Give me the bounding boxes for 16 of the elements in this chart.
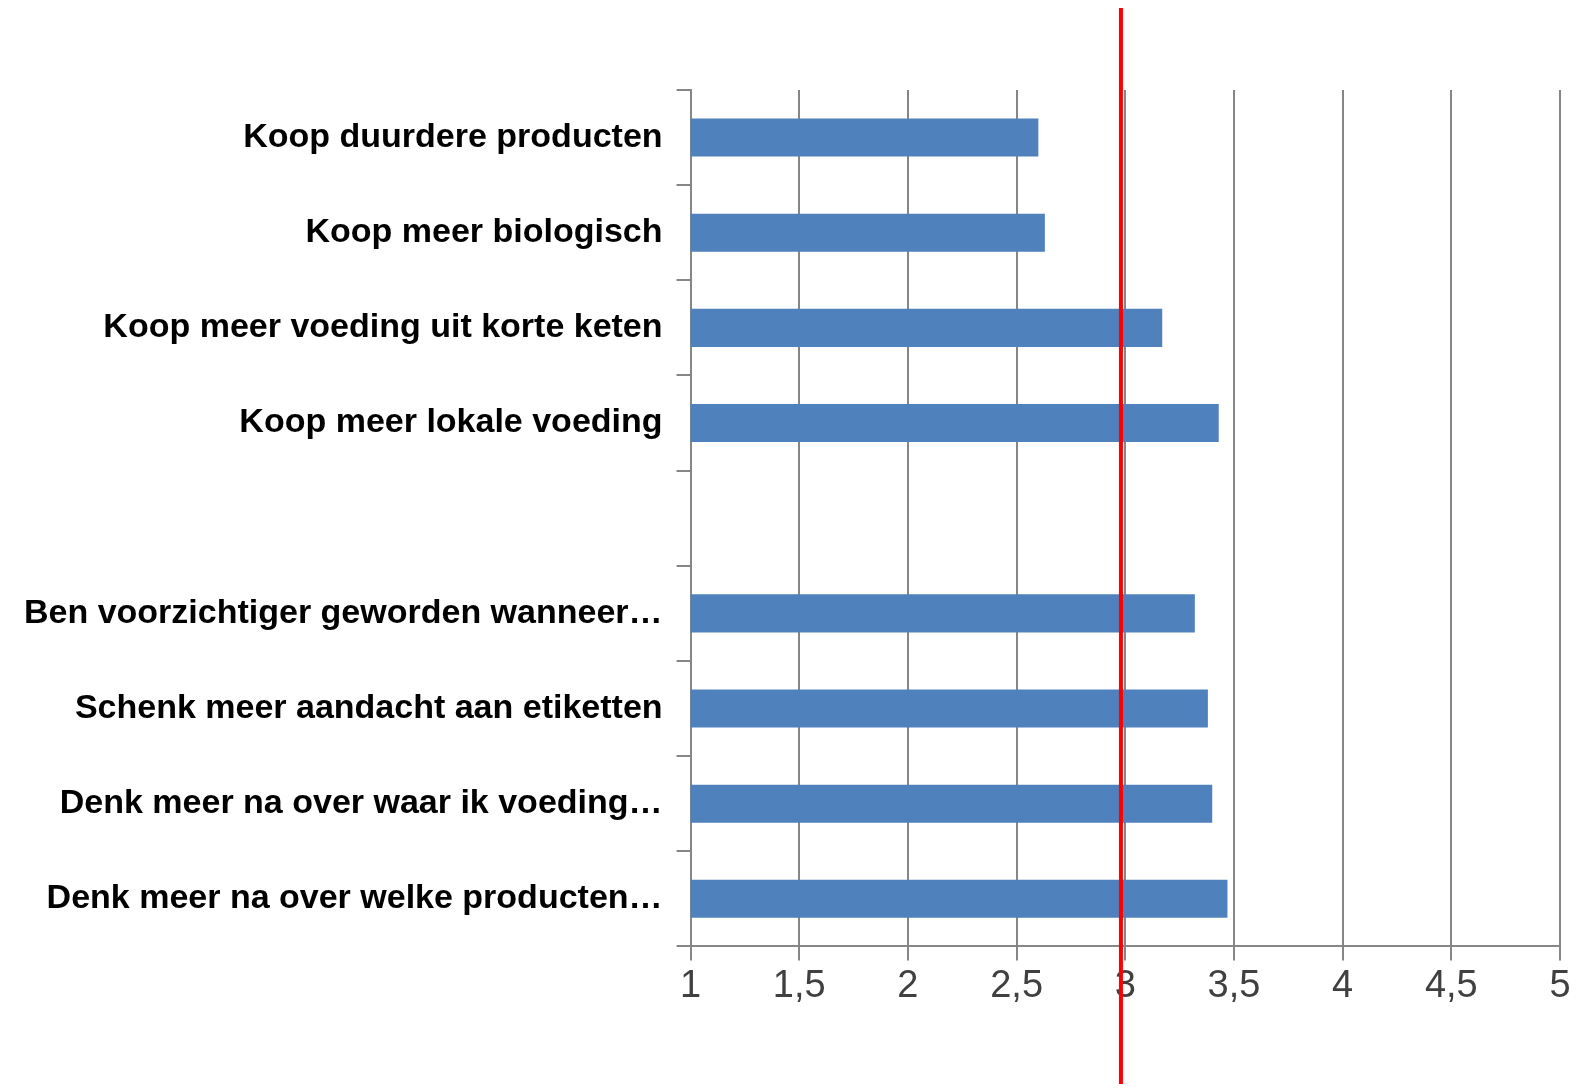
y-tick-label: Koop meer lokale voeding xyxy=(239,401,663,440)
x-tick-label: 5 xyxy=(1549,962,1571,1005)
y-tick-label: Denk meer na over waar ik voeding… xyxy=(59,782,663,821)
x-tick-label: 2,5 xyxy=(990,962,1044,1005)
x-tick-label: 1 xyxy=(679,962,702,1005)
y-tick-label: Koop duurdere producten xyxy=(243,115,663,154)
y-tick-label: Denk meer na over welke producten… xyxy=(46,877,663,916)
y-tick-label: Koop meer biologisch xyxy=(305,211,663,250)
y-tick-label: Schenk meer aandacht aan etiketten xyxy=(74,686,663,725)
x-tick-label: 1,5 xyxy=(772,962,826,1005)
y-tick-label: Ben voorzichtiger geworden wanneer… xyxy=(24,591,663,630)
x-tick-label: 4 xyxy=(1332,962,1354,1005)
x-tick-label: 3,5 xyxy=(1207,962,1261,1005)
y-tick-label: Koop meer voeding uit korte keten xyxy=(103,306,663,345)
x-tick-label: 2 xyxy=(897,962,919,1005)
x-tick-label: 4,5 xyxy=(1424,962,1478,1005)
